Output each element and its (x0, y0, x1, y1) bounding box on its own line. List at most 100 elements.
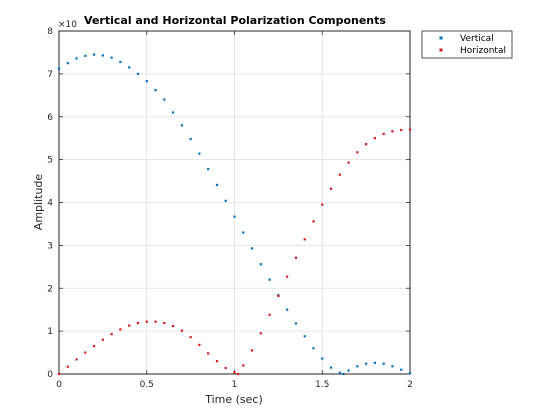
data-point-horizontal (154, 320, 157, 323)
data-point-vertical (391, 365, 394, 368)
data-point-vertical (342, 372, 345, 376)
data-point-vertical (303, 335, 306, 338)
data-point-horizontal (180, 329, 183, 332)
y-tick-label: 3 (47, 241, 53, 251)
data-point-horizontal (66, 365, 69, 368)
y-tick-label: 1 (47, 327, 53, 337)
data-point-horizontal (321, 203, 324, 206)
data-point-horizontal (233, 371, 236, 374)
data-point-horizontal (400, 128, 403, 132)
data-point-horizontal (294, 256, 298, 259)
x-tick-label: 1.5 (315, 380, 329, 390)
data-point-vertical (259, 263, 262, 266)
data-point-horizontal (207, 352, 210, 355)
data-point-vertical (145, 80, 148, 83)
x-axis-label: Time (sec) (204, 393, 263, 406)
data-point-horizontal (224, 366, 227, 370)
data-point-vertical (242, 231, 245, 234)
data-point-vertical (84, 54, 87, 57)
x-tick-label: 2 (407, 380, 413, 390)
data-point-horizontal (215, 360, 219, 363)
data-point-vertical (250, 247, 254, 250)
data-point-horizontal (365, 143, 368, 146)
data-point-vertical (163, 98, 166, 101)
data-point-vertical (180, 124, 183, 127)
data-point-horizontal (268, 313, 271, 316)
data-point-vertical (329, 366, 333, 369)
data-point-vertical (128, 66, 131, 69)
data-point-vertical (382, 362, 385, 365)
y-tick-label: 2 (47, 284, 53, 294)
data-point-horizontal (382, 132, 385, 135)
data-point-vertical (119, 60, 122, 63)
data-point-vertical (101, 54, 104, 57)
data-point-vertical (207, 167, 210, 171)
data-point-vertical (347, 369, 350, 372)
data-point-vertical (215, 183, 219, 187)
legend: Vertical Horizontal (421, 30, 513, 59)
x-tick-label: 0 (56, 380, 62, 390)
data-point-vertical (400, 368, 403, 371)
y-tick-label: 8 (47, 27, 53, 37)
data-point-vertical (268, 278, 271, 281)
x-tick-label: 0.5 (140, 380, 154, 390)
data-point-vertical (233, 215, 236, 218)
data-point-vertical (198, 152, 201, 155)
data-point-vertical (312, 347, 315, 350)
data-point-vertical (110, 56, 113, 59)
data-point-vertical (321, 357, 324, 360)
data-point-horizontal (189, 336, 192, 339)
series-vertical (57, 53, 412, 376)
data-point-vertical (286, 308, 289, 311)
data-point-horizontal (93, 345, 96, 348)
data-point-horizontal (145, 320, 148, 323)
data-point-horizontal (110, 333, 113, 336)
data-point-horizontal (163, 321, 166, 325)
data-point-vertical (408, 372, 412, 375)
data-point-vertical (171, 111, 175, 114)
legend-box (421, 30, 513, 59)
y-tick-label: 5 (47, 156, 53, 166)
y-axis-label: Amplitude (32, 174, 45, 231)
data-point-horizontal (250, 349, 254, 352)
legend-label-horizontal: Horizontal (460, 46, 506, 56)
data-point-horizontal (242, 364, 245, 367)
data-point-horizontal (356, 151, 359, 154)
data-point-horizontal (101, 338, 104, 341)
data-point-horizontal (236, 372, 240, 376)
data-point-vertical (365, 362, 368, 365)
data-point-horizontal (286, 275, 289, 278)
data-point-horizontal (57, 372, 61, 376)
y-tick-label: 4 (47, 199, 53, 209)
data-point-vertical (154, 89, 157, 92)
data-point-horizontal (312, 220, 315, 223)
data-point-horizontal (338, 173, 341, 176)
data-point-horizontal (198, 343, 201, 346)
axis-ticks: 0 0.5 1 1.5 2 0 1 2 3 4 5 6 7 8 (47, 27, 413, 390)
y-axis-exponent: ×10 (58, 20, 77, 30)
data-point-vertical (136, 72, 140, 75)
data-point-horizontal (303, 238, 306, 241)
data-point-vertical (373, 361, 376, 364)
data-point-vertical (93, 53, 96, 56)
data-point-horizontal (75, 358, 78, 361)
series-horizontal (57, 128, 412, 376)
data-point-vertical (224, 199, 227, 202)
legend-marker-horizontal (439, 48, 443, 52)
data-point-horizontal (391, 130, 394, 133)
data-point-vertical (57, 67, 61, 70)
data-point-vertical (338, 371, 341, 374)
y-tick-label: 0 (47, 370, 53, 380)
grid-lines (58, 30, 411, 375)
data-point-horizontal (277, 294, 280, 298)
data-point-vertical (66, 62, 69, 65)
data-point-horizontal (329, 187, 333, 190)
data-point-horizontal (347, 161, 350, 164)
data-point-horizontal (119, 328, 122, 331)
data-point-horizontal (136, 321, 140, 325)
data-markers (57, 53, 412, 376)
data-point-vertical (356, 365, 359, 368)
y-tick-label: 7 (47, 70, 53, 80)
data-point-horizontal (171, 324, 175, 328)
